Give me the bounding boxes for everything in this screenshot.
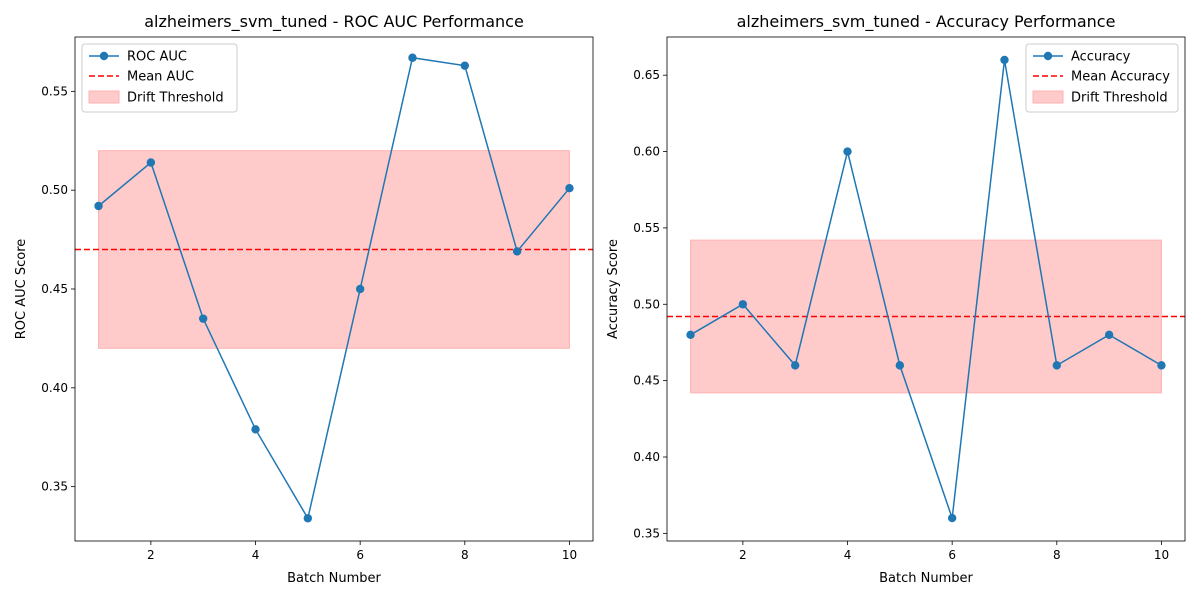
x-tick-label: 6 xyxy=(356,548,364,562)
x-tick-label: 4 xyxy=(252,548,260,562)
data-point xyxy=(1104,330,1114,340)
chart-panel-1: 2 4 6 8 10 0.35 0.40 0.45 0.50 0.55 alzheimers_svm… xyxy=(14,12,594,586)
y-tick-label: 0.45 xyxy=(633,374,660,388)
data-point xyxy=(198,314,208,323)
data-point xyxy=(460,61,470,70)
x-tick-label: 8 xyxy=(1053,548,1061,562)
x-tick-label: 6 xyxy=(948,548,956,562)
y-axis-label: ROC AUC Score xyxy=(14,239,29,340)
legend: Accuracy Mean Accuracy Drift Threshold xyxy=(1025,43,1179,113)
x-tick-label: 2 xyxy=(739,548,747,562)
chart-title: alzheimers_svm_tuned - Accuracy Performa… xyxy=(737,12,1116,32)
legend-box xyxy=(1025,43,1179,113)
x-tick-label: 4 xyxy=(844,548,852,562)
data-point xyxy=(947,513,957,523)
y-tick-label: 0.65 xyxy=(633,68,660,82)
y-tick-label: 0.35 xyxy=(633,526,660,540)
legend-mean-label: Mean AUC xyxy=(127,70,194,85)
data-point xyxy=(895,361,905,370)
y-tick-label: 0.50 xyxy=(633,297,660,311)
legend-series-label: ROC AUC xyxy=(127,50,187,65)
legend-threshold-label: Drift Threshold xyxy=(1071,91,1168,106)
plot-frame xyxy=(666,36,1186,542)
data-point xyxy=(686,330,695,340)
data-point xyxy=(843,147,852,156)
series-line xyxy=(690,59,1162,519)
x-axis-label: Batch Number xyxy=(879,571,973,586)
legend-threshold-swatch xyxy=(1032,90,1064,104)
data-point xyxy=(512,247,522,256)
data-point xyxy=(1052,361,1062,370)
data-point xyxy=(790,361,800,370)
legend-threshold-swatch xyxy=(88,90,120,104)
y-axis-label: Accuracy Score xyxy=(606,239,621,339)
data-point xyxy=(251,425,260,434)
data-point xyxy=(565,184,574,193)
data-point xyxy=(408,53,417,62)
x-axis-label: Batch Number xyxy=(287,571,381,586)
y-tick-label: 0.40 xyxy=(41,381,68,395)
legend-series-marker xyxy=(1043,51,1053,61)
y-tick-label: 0.50 xyxy=(41,183,68,197)
chart-panel-2: 2 4 6 8 10 0.35 0.40 0.45 0.50 0.55 0.60 0.65 alzhei… xyxy=(606,12,1186,586)
legend-box xyxy=(81,43,238,113)
x-tick-label: 2 xyxy=(147,548,155,562)
legend: ROC AUC Mean AUC Drift Threshold xyxy=(81,43,238,113)
data-point xyxy=(94,201,103,211)
x-tick-label: 8 xyxy=(461,548,469,562)
y-tick-label: 0.55 xyxy=(41,84,68,98)
y-tick-label: 0.35 xyxy=(41,480,68,494)
legend-series-marker xyxy=(99,51,109,61)
y-tick-label: 0.40 xyxy=(633,450,660,464)
y-tick-label: 0.60 xyxy=(633,145,660,159)
data-point xyxy=(1000,55,1009,65)
data-point xyxy=(1157,361,1166,370)
y-tick-label: 0.55 xyxy=(633,221,660,235)
legend-mean-label: Mean Accuracy xyxy=(1071,70,1170,85)
data-point xyxy=(146,158,156,167)
chart-title: alzheimers_svm_tuned - ROC AUC Performan… xyxy=(144,12,524,32)
legend-series-label: Accuracy xyxy=(1071,50,1131,65)
series-line xyxy=(98,56,571,521)
x-tick-label: 10 xyxy=(562,548,577,562)
legend-threshold-label: Drift Threshold xyxy=(127,91,224,106)
data-point xyxy=(355,284,365,294)
x-tick-label: 10 xyxy=(1154,548,1169,562)
data-point xyxy=(303,514,313,523)
data-point xyxy=(738,300,748,309)
y-tick-label: 0.45 xyxy=(41,282,68,296)
